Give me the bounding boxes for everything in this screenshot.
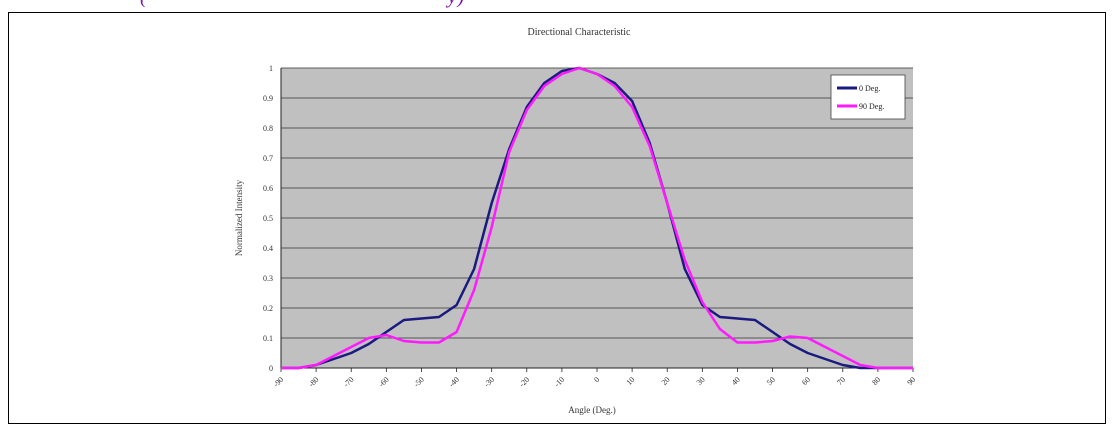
series-line-2 — [281, 66, 913, 370]
x-tick-label: 70 — [835, 375, 847, 387]
y-tick-labels: 0 0.1 0.2 0.3 0.4 0.5 0.6 0.7 0.8 0.9 1 — [263, 64, 273, 373]
header-fragment: ( y) — [140, 0, 465, 9]
x-tick-label: 50 — [765, 375, 777, 387]
x-tick-label: -40 — [447, 375, 461, 389]
x-tick-label: -60 — [377, 375, 391, 389]
chart-title: Directional Characteristic — [527, 27, 631, 38]
x-tick-label: -70 — [342, 375, 356, 389]
y-axis-label: Normalized Intensity — [234, 179, 244, 256]
grid-lines — [280, 67, 913, 369]
x-tick-label: -80 — [307, 375, 321, 389]
y-tick-label: 0.9 — [263, 94, 273, 103]
x-tick-label: 20 — [660, 375, 672, 387]
x-tick-label: 40 — [730, 375, 742, 387]
x-tick-label: 60 — [800, 375, 812, 387]
x-tick-label: -20 — [517, 375, 531, 389]
header-fragment-close: y) — [448, 0, 466, 8]
y-tick-label: 0.1 — [263, 334, 273, 343]
x-tick-label: -50 — [412, 375, 426, 389]
y-tick-label: 0.2 — [263, 304, 273, 313]
series-lines — [281, 66, 913, 370]
y-tick-label: 1 — [269, 64, 273, 73]
y-tick-label: 0.3 — [263, 274, 273, 283]
y-tick-label: 0.5 — [263, 214, 273, 223]
y-tick-label: 0.6 — [263, 184, 273, 193]
x-tick-label: -90 — [272, 375, 286, 389]
x-tick-label: 90 — [905, 375, 917, 387]
y-tick-label: 0 — [269, 364, 273, 373]
x-tick-label: 0 — [592, 375, 601, 384]
header-fragment-open: ( — [140, 0, 148, 8]
y-tick-label: 0.7 — [263, 154, 273, 163]
chart: Directional Characteristic 0 0.1 0.2 0.3 0.4… — [234, 27, 917, 415]
legend-label: 0 Deg. — [859, 84, 880, 93]
legend-label: 90 Deg. — [859, 102, 884, 111]
y-tick-label: 0.8 — [263, 124, 273, 133]
x-tick-label: 80 — [870, 375, 882, 387]
chart-frame: Directional Characteristic 0 0.1 0.2 0.3 0.4… — [8, 12, 1106, 424]
x-axis-label: Angle (Deg.) — [568, 405, 615, 415]
x-tick-label: -30 — [482, 375, 496, 389]
x-tick-label: 10 — [625, 375, 637, 387]
legend: 0 Deg. 90 Deg. — [830, 74, 906, 120]
y-tick-label: 0.4 — [263, 244, 273, 253]
x-tick-label: -10 — [552, 375, 566, 389]
legend-box — [830, 74, 906, 120]
x-tick-labels: -90 -80 -70 -60 -50 -40 -30 -20 -10 0 10 20 30 40 50 60… — [272, 368, 917, 389]
x-tick-label: 30 — [695, 375, 707, 387]
